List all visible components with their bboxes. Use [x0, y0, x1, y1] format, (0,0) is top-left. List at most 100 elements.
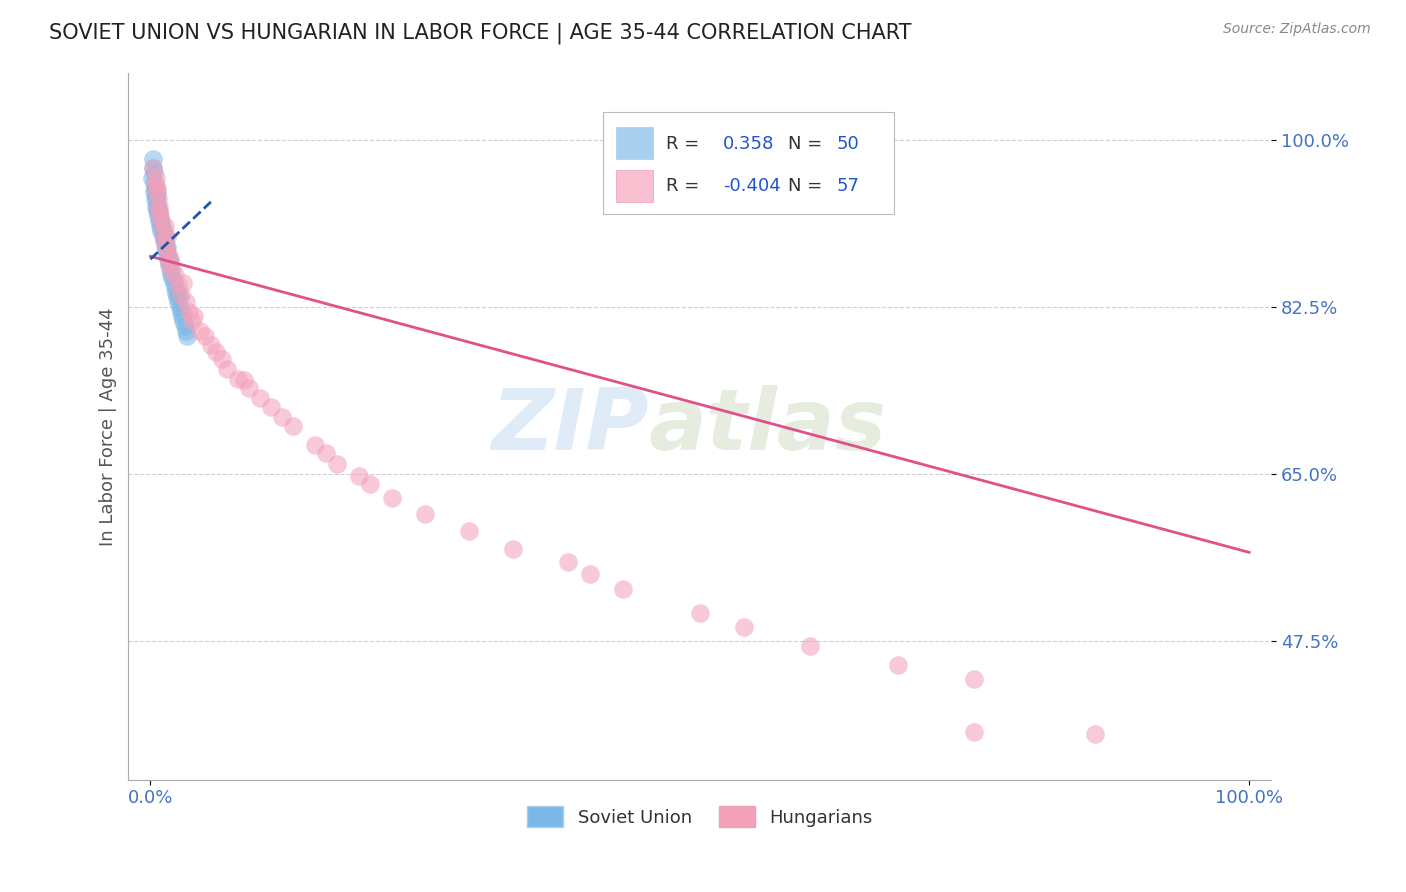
Point	[152, 223, 174, 237]
Point	[153, 231, 176, 245]
Point	[172, 310, 194, 324]
Point	[163, 281, 186, 295]
Point	[173, 319, 195, 334]
Point	[165, 285, 187, 300]
Point	[148, 214, 170, 228]
Point	[148, 200, 170, 214]
Point	[156, 247, 179, 261]
Text: SOVIET UNION VS HUNGARIAN IN LABOR FORCE | AGE 35-44 CORRELATION CHART: SOVIET UNION VS HUNGARIAN IN LABOR FORCE…	[49, 22, 911, 44]
Point	[163, 268, 186, 283]
Text: 57: 57	[837, 177, 860, 195]
Point	[153, 238, 176, 252]
Point	[188, 324, 211, 338]
Point	[963, 673, 986, 687]
Point	[217, 362, 239, 376]
Point	[271, 409, 294, 424]
Point	[211, 352, 233, 367]
Point	[177, 304, 200, 318]
Point	[159, 261, 181, 276]
Point	[381, 491, 404, 505]
Point	[142, 186, 165, 200]
Point	[160, 267, 183, 281]
Point	[162, 276, 184, 290]
Point	[183, 310, 205, 324]
Point	[167, 295, 190, 310]
Point	[145, 180, 167, 194]
Point	[155, 243, 177, 257]
Point	[156, 240, 179, 254]
Point	[150, 214, 173, 228]
Point	[172, 314, 194, 328]
Point	[579, 567, 602, 582]
Point	[142, 161, 165, 176]
Point	[167, 287, 190, 301]
Text: 50: 50	[837, 135, 859, 153]
Point	[194, 328, 217, 343]
Point	[148, 206, 170, 220]
Point	[174, 295, 197, 310]
Text: atlas: atlas	[648, 384, 887, 467]
Point	[283, 419, 305, 434]
Point	[148, 204, 170, 219]
Point	[170, 287, 193, 301]
FancyBboxPatch shape	[616, 128, 652, 159]
Point	[159, 254, 181, 268]
Point	[172, 276, 194, 290]
Point	[157, 257, 180, 271]
Text: R =: R =	[665, 177, 699, 195]
Point	[249, 391, 271, 405]
Point	[157, 257, 180, 271]
Point	[155, 240, 177, 254]
Point	[143, 182, 166, 196]
Point	[359, 476, 381, 491]
Point	[150, 217, 173, 231]
Point	[152, 227, 174, 241]
Text: Source: ZipAtlas.com: Source: ZipAtlas.com	[1223, 22, 1371, 37]
Point	[612, 582, 634, 596]
Point	[170, 304, 193, 318]
Point	[156, 230, 179, 244]
Point	[557, 555, 579, 569]
Point	[176, 328, 198, 343]
Point	[149, 212, 172, 227]
Legend: Soviet Union, Hungarians: Soviet Union, Hungarians	[520, 799, 880, 834]
Point	[145, 171, 167, 186]
Point	[152, 221, 174, 235]
Point	[149, 209, 172, 223]
Point	[166, 290, 188, 304]
Point	[143, 192, 166, 206]
Point	[169, 300, 191, 314]
Point	[304, 438, 326, 452]
Point	[146, 196, 169, 211]
Point	[326, 458, 349, 472]
Point	[145, 190, 167, 204]
Point	[315, 446, 337, 460]
Point	[152, 228, 174, 243]
Point	[167, 277, 190, 292]
Point	[733, 620, 755, 634]
Point	[162, 271, 184, 285]
Text: -0.404: -0.404	[723, 177, 780, 195]
Point	[153, 219, 176, 233]
Point	[689, 606, 711, 620]
Point	[162, 261, 184, 276]
Point	[413, 507, 436, 521]
Point	[146, 180, 169, 194]
Text: 0.358: 0.358	[723, 135, 775, 153]
Point	[141, 171, 163, 186]
FancyBboxPatch shape	[616, 169, 652, 202]
Point	[146, 204, 169, 219]
Point	[232, 374, 254, 388]
Point	[146, 192, 169, 206]
Point	[143, 176, 166, 190]
Point	[458, 524, 481, 539]
Point	[205, 344, 228, 359]
Point	[200, 338, 222, 352]
Text: R =: R =	[665, 135, 699, 153]
Point	[1084, 727, 1107, 741]
Text: N =: N =	[787, 177, 823, 195]
Point	[142, 152, 165, 166]
Point	[146, 186, 169, 200]
Point	[174, 324, 197, 338]
Point	[150, 223, 173, 237]
